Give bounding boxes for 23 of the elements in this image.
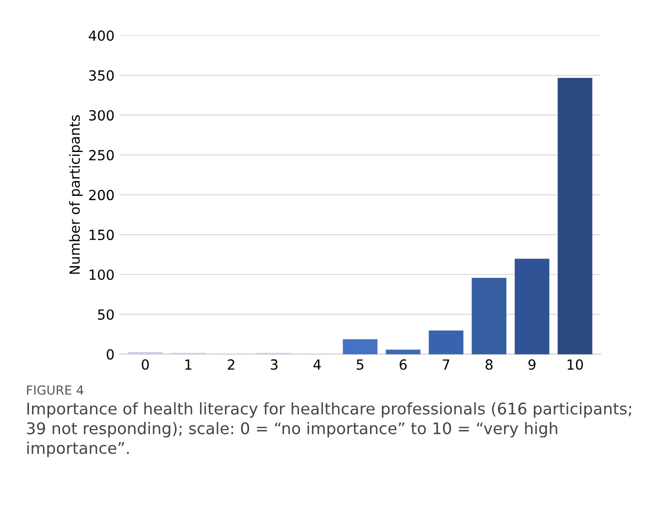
y-tick-label: 150 [90,230,114,240]
y-tick-label: 250 [89,150,114,160]
x-tick-label: 6 [400,359,407,370]
x-tick-label: 8 [486,359,493,370]
x-tick-label: 0 [142,359,149,370]
x-tick-label: 3 [270,359,278,370]
text: Importance of health literacy for healthcare professionals (616 participants; 39 not responding); scale: 0 = “no importance” to 10 = “very high importance”. [27,402,631,458]
x-tick-label: 2 [228,359,234,370]
y-tick-label: 200 [89,190,114,200]
x-tick-label: 10 [568,359,583,370]
caption: FIGURE 4 [27,385,84,395]
x-tick-label: 9 [528,359,536,370]
y-tick-label: 50 [98,309,114,320]
x-tick-label: 5 [356,359,364,370]
y-tick-label: 100 [90,269,114,280]
y-tick-label: 400 [88,30,114,41]
y-axis-title: Number of participants [69,115,83,274]
x-tick-label: 1 [185,359,192,370]
x-tick-label: 7 [442,359,450,370]
y-tick-label: 300 [89,110,114,121]
x-tick-label: 4 [313,359,321,370]
y-tick-label: 0 [106,349,114,360]
y-tick-label: 350 [89,70,114,81]
